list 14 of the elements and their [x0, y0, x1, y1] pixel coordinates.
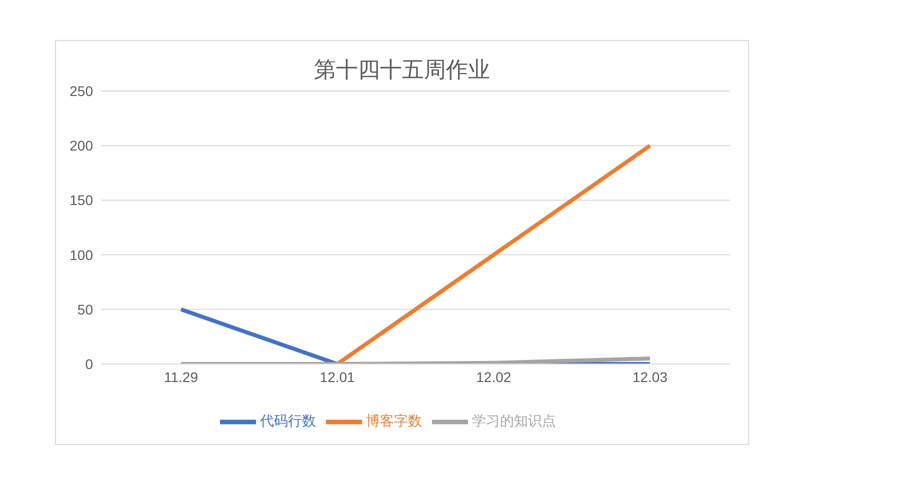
- y-tick-label: 150: [70, 192, 94, 208]
- legend-label: 博客字数: [366, 412, 422, 429]
- chart-title: 第十四十五周作业: [314, 57, 490, 82]
- x-tick-label: 12.03: [632, 368, 668, 385]
- y-tick-label: 100: [70, 246, 94, 263]
- x-tick-label: 11.29: [164, 368, 198, 385]
- y-tick-label: 50: [77, 301, 94, 318]
- x-tick-label: 12.02: [476, 368, 512, 385]
- y-tick-label: 200: [70, 138, 94, 154]
- legend-label: 学习的知识点: [472, 412, 556, 429]
- y-tick-label: 0: [85, 356, 94, 372]
- x-tick-label: 12.01: [320, 368, 356, 385]
- y-tick-label: 250: [70, 82, 94, 99]
- legend-label: 代码行数: [260, 412, 316, 429]
